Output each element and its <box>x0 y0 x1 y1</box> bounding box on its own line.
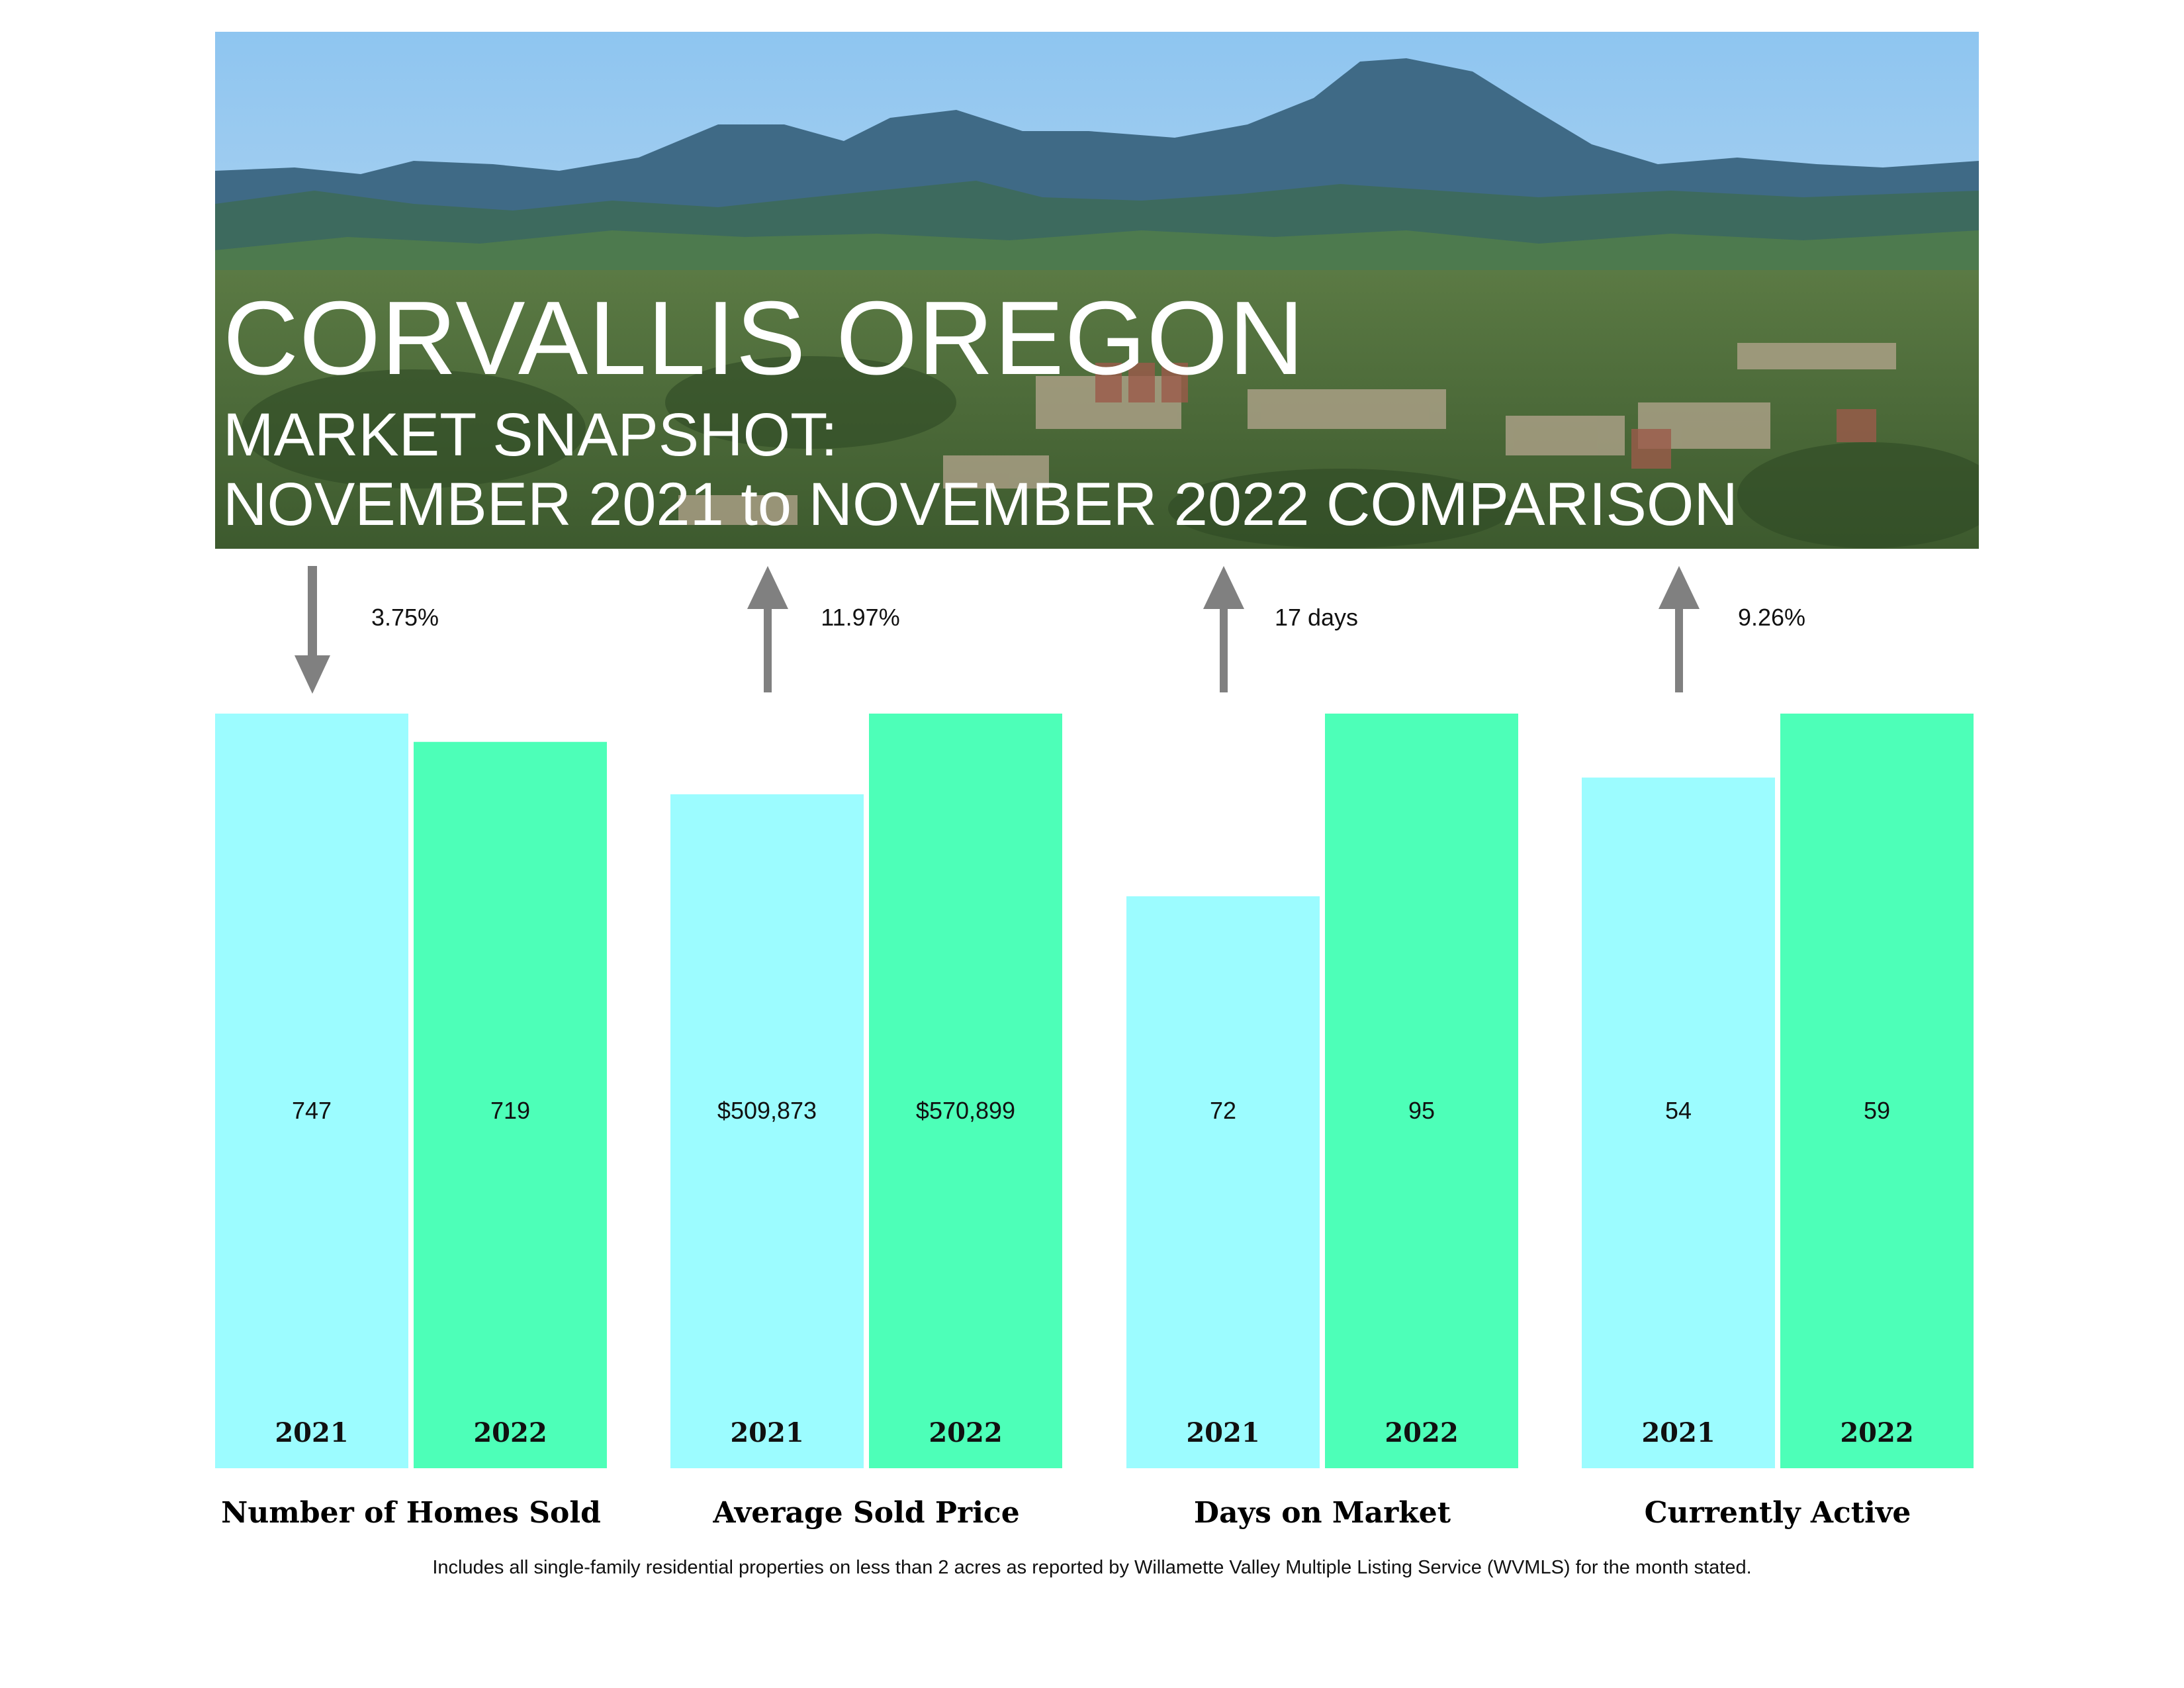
hero-banner: CORVALLIS OREGON MARKET SNAPSHOT: NOVEMB… <box>215 32 1979 549</box>
arrow-down-shaft <box>308 566 317 659</box>
bar-year-label: 2022 <box>1840 1417 1913 1448</box>
category-label: Days on Market <box>1194 1496 1451 1530</box>
bar-value-label: 59 <box>1864 1097 1890 1124</box>
bar-value-label: 747 <box>292 1097 332 1124</box>
bar-value-label: $509,873 <box>717 1097 817 1124</box>
bar-year-label: 2022 <box>929 1417 1002 1448</box>
category-label: Number of Homes Sold <box>221 1496 601 1530</box>
arrow-up-shaft <box>764 608 772 692</box>
footnote: Includes all single-family residential p… <box>432 1557 1752 1578</box>
bar-2021 <box>215 714 408 1468</box>
bar-value-label: 54 <box>1665 1097 1692 1124</box>
landscape-photo <box>215 32 1979 549</box>
bar-value-label: 95 <box>1408 1097 1435 1124</box>
bar-2022 <box>1780 714 1974 1468</box>
arrow-up-icon <box>1659 566 1700 609</box>
bar-value-label: 719 <box>490 1097 530 1124</box>
bar-value-label: 72 <box>1210 1097 1236 1124</box>
bar-year-label: 2022 <box>1385 1417 1458 1448</box>
bar-year-label: 2021 <box>730 1417 803 1448</box>
bar-year-label: 2021 <box>1641 1417 1715 1448</box>
bar-year-label: 2022 <box>473 1417 547 1448</box>
bar-2022 <box>869 714 1062 1468</box>
category-label: Average Sold Price <box>712 1496 1019 1530</box>
change-label: 17 days <box>1275 604 1358 631</box>
arrow-up-icon <box>747 566 788 609</box>
bar-2021 <box>670 794 864 1468</box>
bar-year-label: 2021 <box>1186 1417 1259 1448</box>
page-subtitle: MARKET SNAPSHOT: <box>223 401 838 469</box>
arrow-up-shaft <box>1220 608 1228 692</box>
page-subtitle-comparison: NOVEMBER 2021 to NOVEMBER 2022 COMPARISO… <box>223 471 1738 538</box>
page-title: CORVALLIS OREGON <box>223 280 1305 397</box>
change-label: 9.26% <box>1738 604 1805 631</box>
bar-2022 <box>1325 714 1518 1468</box>
arrow-up-icon <box>1203 566 1244 609</box>
category-label: Currently Active <box>1645 1496 1911 1530</box>
arrow-up-shaft <box>1675 608 1683 692</box>
bar-2021 <box>1126 896 1320 1468</box>
arrow-down-icon <box>295 655 330 694</box>
bar-year-label: 2021 <box>275 1417 348 1448</box>
bar-2022 <box>414 741 607 1468</box>
change-label: 3.75% <box>371 604 439 631</box>
change-label: 11.97% <box>821 604 899 631</box>
bar-value-label: $570,899 <box>916 1097 1015 1124</box>
bar-2021 <box>1582 777 1775 1468</box>
